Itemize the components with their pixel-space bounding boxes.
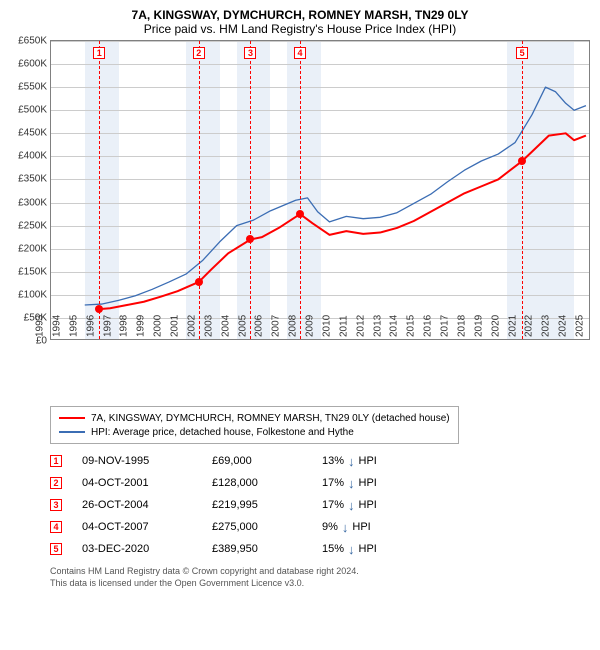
y-axis-label: £200K [18, 243, 51, 254]
sale-marker-box: 5 [516, 47, 528, 59]
sales-row: 2 04-OCT-2001 £128,000 17% ↓ HPI [50, 472, 592, 494]
chart-title-1: 7A, KINGSWAY, DYMCHURCH, ROMNEY MARSH, T… [8, 8, 592, 22]
sale-marker-box: 3 [244, 47, 256, 59]
series-hpi [85, 87, 586, 305]
x-axis-label: 1993 [35, 315, 46, 339]
sales-row-date: 26-OCT-2004 [82, 499, 192, 511]
sales-row-price: £275,000 [212, 521, 302, 533]
sale-marker-line [250, 41, 251, 339]
sales-row-date: 03-DEC-2020 [82, 543, 192, 555]
sale-marker-line [199, 41, 200, 339]
sales-row: 3 26-OCT-2004 £219,995 17% ↓ HPI [50, 494, 592, 516]
legend-swatch [59, 417, 85, 419]
sale-marker-dot [195, 278, 203, 286]
sale-marker-line [300, 41, 301, 339]
sale-marker-box: 1 [93, 47, 105, 59]
sales-row-hpi: HPI [359, 455, 377, 467]
footer-line-2: This data is licensed under the Open Gov… [50, 578, 592, 590]
sales-row-pct: 17% [322, 477, 344, 489]
sales-row: 5 03-DEC-2020 £389,950 15% ↓ HPI [50, 538, 592, 560]
legend-label: HPI: Average price, detached house, Folk… [91, 427, 354, 438]
sales-row-price: £389,950 [212, 543, 302, 555]
plot-area: £0£50K£100K£150K£200K£250K£300K£350K£400… [50, 40, 590, 340]
y-axis-label: £400K [18, 151, 51, 162]
sales-row-date: 04-OCT-2001 [82, 477, 192, 489]
sales-row-marker: 1 [50, 455, 62, 467]
footer-attribution: Contains HM Land Registry data © Crown c… [50, 566, 592, 589]
sales-row-price: £128,000 [212, 477, 302, 489]
sales-row-price: £69,000 [212, 455, 302, 467]
sales-row-date: 09-NOV-1995 [82, 455, 192, 467]
sale-marker-line [522, 41, 523, 339]
y-axis-label: £300K [18, 197, 51, 208]
chart-title-2: Price paid vs. HM Land Registry's House … [8, 22, 592, 36]
sales-row-hpi: HPI [359, 499, 377, 511]
legend-label: 7A, KINGSWAY, DYMCHURCH, ROMNEY MARSH, T… [91, 413, 450, 424]
series-property [99, 133, 586, 309]
sale-marker-dot [296, 210, 304, 218]
y-axis-label: £250K [18, 220, 51, 231]
y-axis-label: £650K [18, 36, 51, 47]
sales-row-hpi: HPI [359, 543, 377, 555]
arrow-down-icon: ↓ [348, 477, 355, 490]
sale-marker-dot [246, 235, 254, 243]
footer-line-1: Contains HM Land Registry data © Crown c… [50, 566, 592, 578]
sales-row-pct: 15% [322, 543, 344, 555]
sale-marker-box: 2 [193, 47, 205, 59]
arrow-down-icon: ↓ [348, 455, 355, 468]
sales-row-price: £219,995 [212, 499, 302, 511]
arrow-down-icon: ↓ [348, 499, 355, 512]
legend-item: 7A, KINGSWAY, DYMCHURCH, ROMNEY MARSH, T… [59, 411, 450, 425]
sales-row-marker: 5 [50, 543, 62, 555]
sale-marker-dot [518, 157, 526, 165]
sales-row-delta: 17% ↓ HPI [322, 477, 422, 490]
legend: 7A, KINGSWAY, DYMCHURCH, ROMNEY MARSH, T… [50, 406, 459, 444]
sale-marker-box: 4 [294, 47, 306, 59]
sales-row-pct: 9% [322, 521, 338, 533]
sales-row-pct: 17% [322, 499, 344, 511]
legend-swatch [59, 431, 85, 433]
sale-marker-line [99, 41, 100, 339]
sales-row-pct: 13% [322, 455, 344, 467]
sales-row-delta: 15% ↓ HPI [322, 543, 422, 556]
sales-row: 4 04-OCT-2007 £275,000 9% ↓HPI [50, 516, 592, 538]
sales-row-delta: 9% ↓HPI [322, 521, 422, 534]
sales-row-delta: 17% ↓ HPI [322, 499, 422, 512]
chart-container: £0£50K£100K£150K£200K£250K£300K£350K£400… [8, 40, 592, 370]
arrow-down-icon: ↓ [348, 543, 355, 556]
series-svg [51, 41, 591, 341]
sale-marker-dot [95, 305, 103, 313]
y-axis-label: £500K [18, 105, 51, 116]
sales-row-hpi: HPI [359, 477, 377, 489]
sales-row-date: 04-OCT-2007 [82, 521, 192, 533]
legend-item: HPI: Average price, detached house, Folk… [59, 425, 450, 439]
sales-table: 109-NOV-1995£69,00013%↓HPI204-OCT-2001£1… [50, 450, 592, 560]
arrow-down-icon: ↓ [342, 521, 349, 534]
sales-row-hpi: HPI [352, 521, 370, 533]
sales-row-marker: 3 [50, 499, 62, 511]
y-axis-label: £100K [18, 289, 51, 300]
y-axis-label: £150K [18, 266, 51, 277]
y-axis-label: £550K [18, 82, 51, 93]
sales-row-marker: 4 [50, 521, 62, 533]
y-axis-label: £350K [18, 174, 51, 185]
sales-row-marker: 2 [50, 477, 62, 489]
y-axis-label: £600K [18, 59, 51, 70]
sales-row: 1 09-NOV-1995 £69,000 13% ↓ HPI [50, 450, 592, 472]
sales-row-delta: 13% ↓ HPI [322, 455, 422, 468]
y-axis-label: £450K [18, 128, 51, 139]
